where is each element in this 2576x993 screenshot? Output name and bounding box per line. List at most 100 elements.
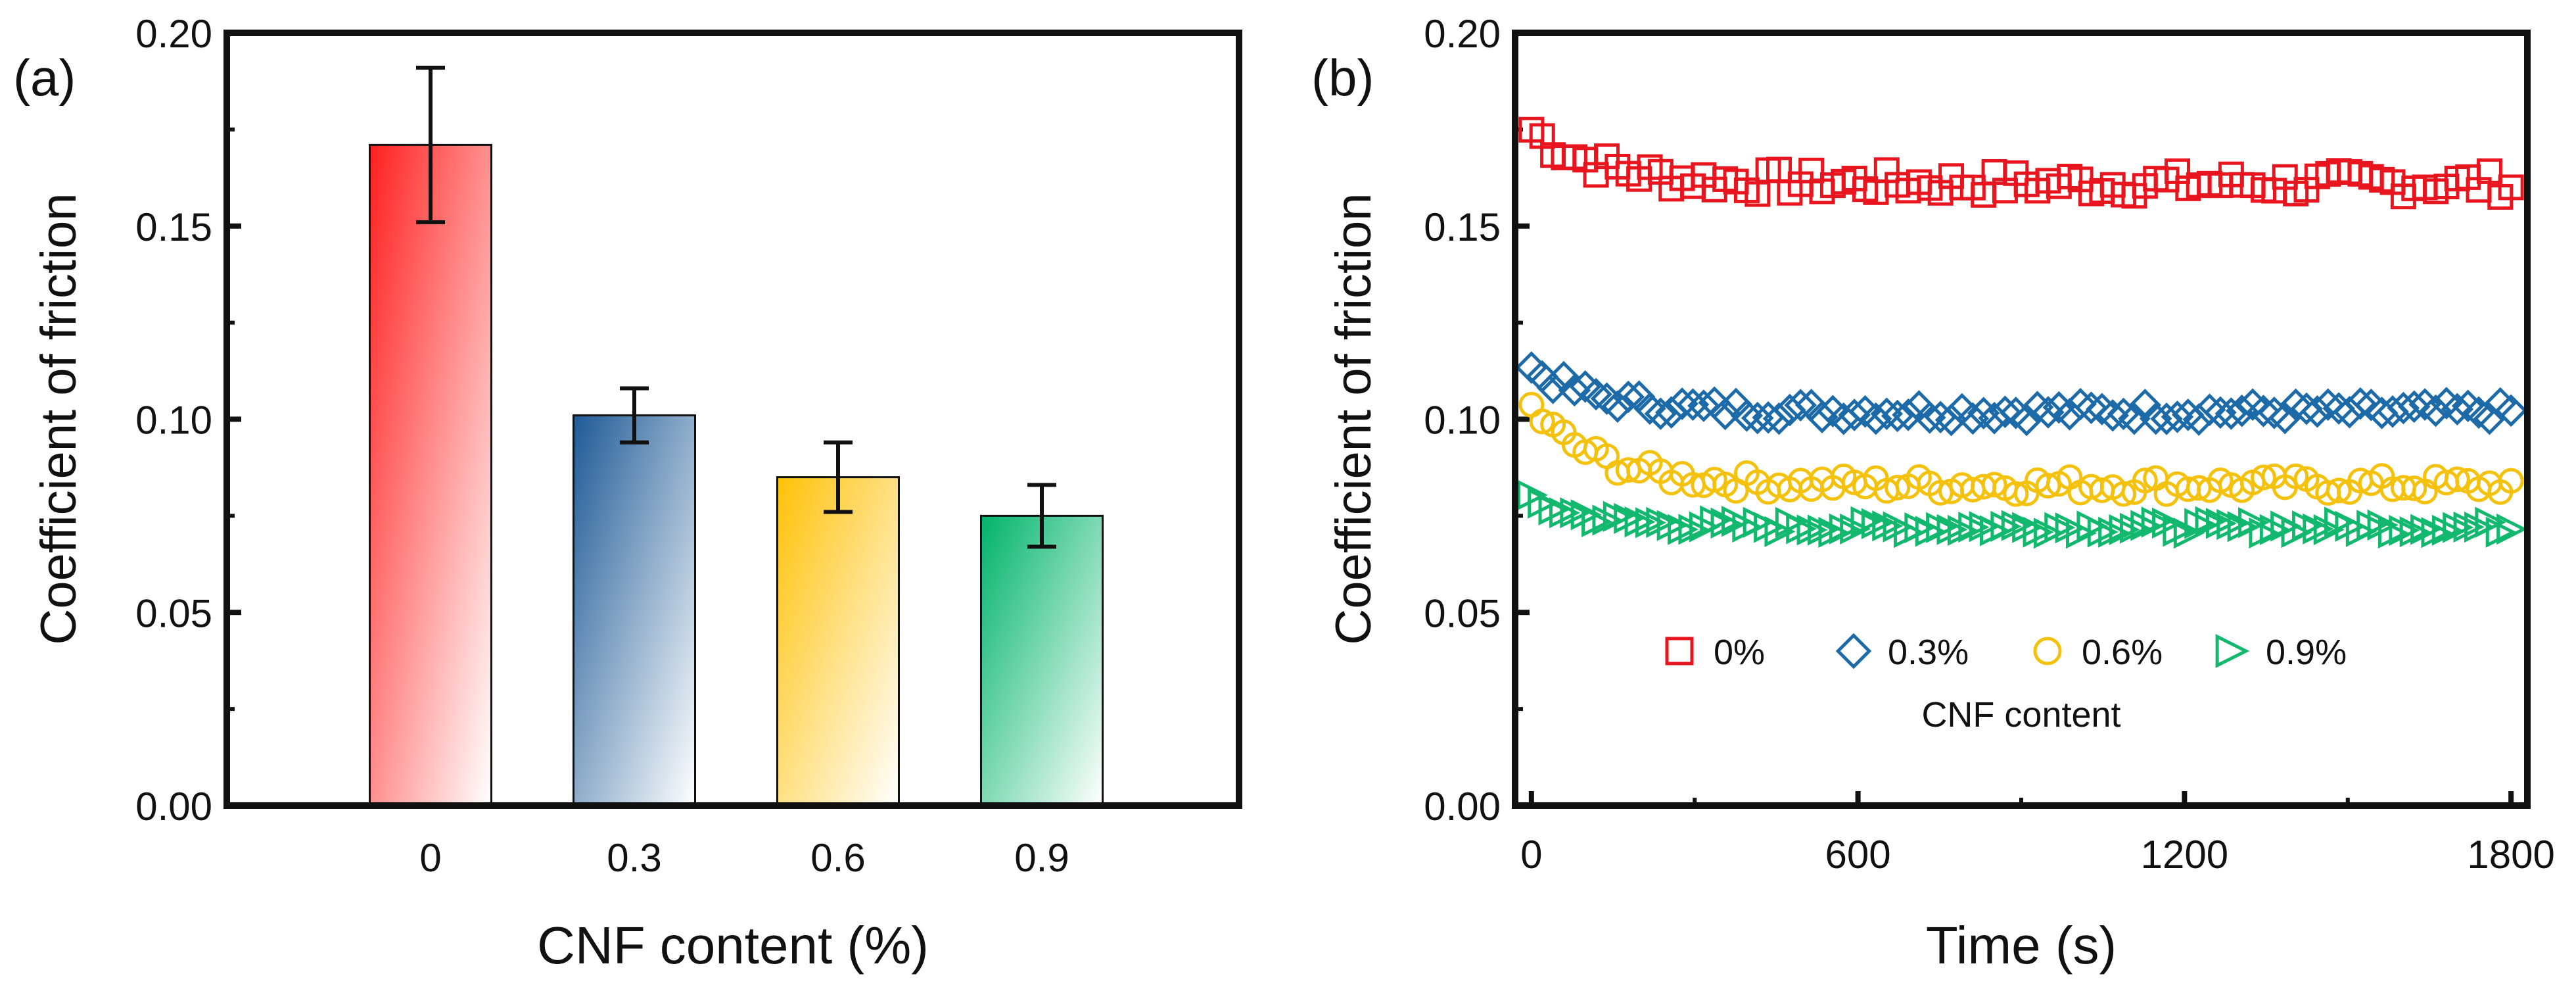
point-0.3% xyxy=(1784,389,1817,422)
point-0.6% xyxy=(1981,472,2007,498)
y-tick-label-a: 0.20 xyxy=(135,12,212,56)
point-0.6% xyxy=(2003,481,2029,507)
y-tick-label-b: 0.15 xyxy=(1424,205,1501,249)
point-0.9% xyxy=(1710,507,1742,539)
point-0.3% xyxy=(1730,399,1764,432)
legend-label-0.9%: 0.9% xyxy=(2266,633,2347,672)
point-0.6% xyxy=(2132,468,2158,494)
point-0.3% xyxy=(1515,351,1548,384)
point-0.9% xyxy=(2141,506,2172,538)
point-0.3% xyxy=(1558,374,1591,407)
point-0.9% xyxy=(1581,506,1613,537)
x-tick-label-b: 600 xyxy=(1825,833,1891,877)
panel-a: (a) 0.00 0.05 0.10 0.15 0.20 0 0.3 0.6 0.9 Coeff… xyxy=(13,12,1242,975)
point-0.9% xyxy=(2356,510,2388,541)
point-0.3% xyxy=(2021,391,2054,424)
point-0.9% xyxy=(1560,497,1591,529)
point-0.3% xyxy=(1644,397,1677,430)
point-0.9% xyxy=(2485,516,2517,548)
point-0.3% xyxy=(2096,399,2129,432)
panel-b-xlabel: Time (s) xyxy=(1926,916,2117,975)
point-0.3% xyxy=(2441,393,2474,426)
point-0.9% xyxy=(1861,508,1893,539)
point-0% xyxy=(2476,158,2502,184)
bar-0.6 xyxy=(776,476,900,807)
point-0.3% xyxy=(2074,391,2108,424)
point-0.3% xyxy=(1536,372,1570,404)
y-tick-label-a: 0.05 xyxy=(135,591,212,635)
point-0.3% xyxy=(2279,388,2312,422)
point-0.3% xyxy=(2107,397,2140,431)
x-tick-label-b: 0 xyxy=(1520,833,1542,877)
point-0.6% xyxy=(2111,481,2137,507)
x-tick-label-b: 1200 xyxy=(2141,833,2228,877)
panel-b-label: (b) xyxy=(1311,49,1374,107)
point-0.3% xyxy=(1687,389,1720,422)
point-0.3% xyxy=(1580,377,1612,411)
point-0.9% xyxy=(1700,505,1731,537)
point-0.9% xyxy=(2389,514,2420,546)
point-0.9% xyxy=(2216,508,2248,541)
point-0.3% xyxy=(2032,396,2065,429)
point-0.9% xyxy=(2087,516,2119,548)
point-0.9% xyxy=(1829,513,1860,545)
point-0.3% xyxy=(2494,394,2527,427)
point-0.3% xyxy=(1666,387,1698,420)
point-0% xyxy=(2498,174,2524,201)
point-0.6% xyxy=(2326,477,2352,504)
point-0.9% xyxy=(2173,518,2205,549)
x-tick-label-b: 1800 xyxy=(2467,833,2554,877)
panel-a-frame xyxy=(223,30,1242,809)
point-0.3% xyxy=(1892,399,1925,431)
point-0.9% xyxy=(2184,508,2216,539)
point-0.9% xyxy=(1936,514,1968,545)
y-tick-label-a: 0.10 xyxy=(135,399,212,443)
point-0.9% xyxy=(1872,510,1904,542)
point-0.3% xyxy=(1913,401,1946,434)
panel-b-plot: 0.00 0.05 0.10 0.15 0.20 0 600 1200 1800 0% 0.3% 0.… xyxy=(1424,12,2555,877)
y-tick-label-a: 0.15 xyxy=(135,205,212,249)
point-0.9% xyxy=(1807,514,1839,546)
point-0.3% xyxy=(2118,402,2151,435)
point-0.3% xyxy=(2214,397,2248,430)
point-0.3% xyxy=(1612,380,1645,414)
point-0.9% xyxy=(2453,511,2485,543)
point-0.9% xyxy=(1635,507,1667,539)
legend-marker-0.9% xyxy=(2215,634,2250,668)
legend-label-0.6%: 0.6% xyxy=(2082,633,2163,672)
point-0.6% xyxy=(1927,479,1954,506)
point-0.9% xyxy=(2399,516,2431,548)
bar-0.3 xyxy=(573,414,696,807)
point-0.3% xyxy=(1741,401,1774,435)
point-0.9% xyxy=(2475,506,2506,538)
point-0.3% xyxy=(2247,395,2280,427)
point-0.9% xyxy=(2496,514,2528,545)
point-0.6% xyxy=(2444,466,2470,493)
point-0.9% xyxy=(2443,512,2474,543)
y-tick-label-b: 0.10 xyxy=(1424,399,1501,443)
point-0.9% xyxy=(2367,509,2399,541)
point-0.6% xyxy=(2250,464,2276,491)
point-0.9% xyxy=(2291,510,2324,542)
point-0.9% xyxy=(1646,506,1677,538)
point-0.9% xyxy=(1624,506,1656,538)
point-0.6% xyxy=(1529,408,1555,435)
point-0.3% xyxy=(2344,387,2377,420)
legend-label-0%: 0% xyxy=(1714,633,1765,672)
y-tick-label-a: 0.00 xyxy=(135,785,212,829)
point-0.9% xyxy=(2259,514,2291,545)
point-0.9% xyxy=(1818,516,1850,548)
panel-a-label: (a) xyxy=(13,49,76,107)
point-0.3% xyxy=(2225,394,2259,427)
legend-label-0.3%: 0.3% xyxy=(1888,633,1969,672)
point-0.3% xyxy=(1633,392,1666,425)
point-0.6% xyxy=(2401,475,2427,502)
point-0.3% xyxy=(2064,387,2097,421)
point-0.3% xyxy=(2128,389,2162,422)
point-0.9% xyxy=(2431,514,2464,546)
point-0.3% xyxy=(1956,402,1990,435)
point-0.3% xyxy=(1988,395,2022,429)
point-0.3% xyxy=(1881,399,1914,433)
point-0.9% xyxy=(2119,512,2151,544)
